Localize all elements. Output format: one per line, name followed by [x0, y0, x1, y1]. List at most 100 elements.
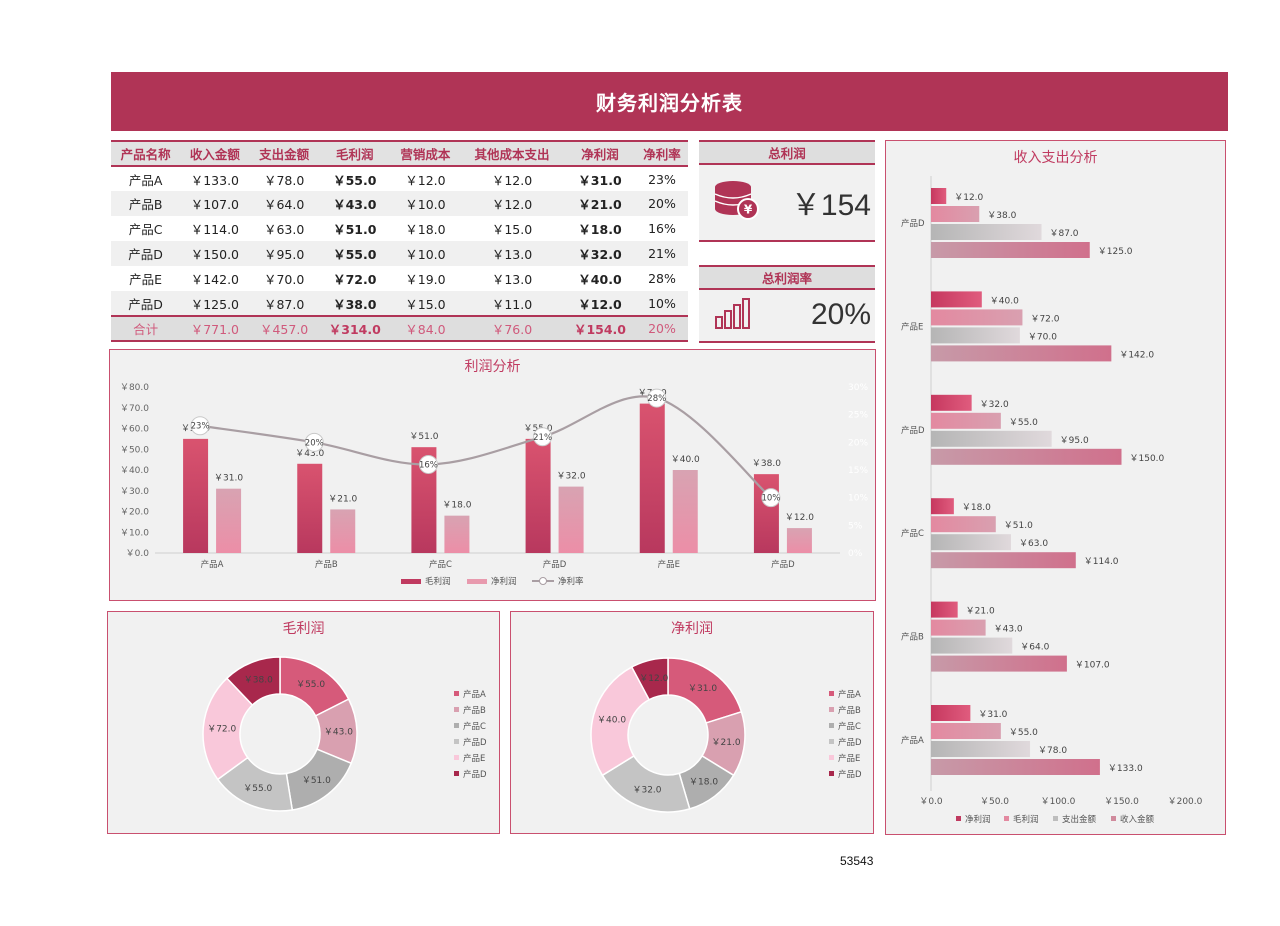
- bar-2: [931, 224, 1042, 240]
- net-margin-point: [647, 388, 667, 408]
- table-cell: ￥10.0: [390, 241, 461, 266]
- bar-label: ￥51.0: [1004, 521, 1033, 531]
- table-cell: ￥10.0: [390, 191, 461, 216]
- donut-slice: [590, 666, 651, 777]
- y-tick-label: 产品C: [901, 528, 924, 539]
- bar-3: [931, 242, 1090, 258]
- table-row: 产品C ￥114.0 ￥63.0 ￥51.0 ￥18.0 ￥15.0 ￥18.0 16%: [111, 216, 688, 241]
- bar-label: ￥21.0: [966, 607, 995, 617]
- legend-label: 产品D: [463, 737, 487, 748]
- legend-label: 净利率: [558, 576, 584, 587]
- legend-label: 产品A: [463, 689, 486, 700]
- bar-label: ￥95.0: [1060, 436, 1089, 446]
- slice-label: ￥72.0: [207, 725, 236, 735]
- legend-label: 产品A: [838, 689, 861, 700]
- legend-label: 净利润: [491, 576, 517, 587]
- net-margin-label: 23%: [191, 422, 210, 432]
- col-header: 净利率: [636, 140, 688, 167]
- table-cell: ￥78.0: [263, 172, 305, 188]
- x-tick-label: 产品D: [771, 559, 795, 570]
- table-cell: ￥21.0: [563, 191, 636, 216]
- income-expense-panel: 收入支出分析 ￥0.0 ￥50.0 ￥100.0 ￥150.0 ￥200.0 产品D ￥12…: [885, 140, 1226, 835]
- slice-label: ￥12.0: [639, 674, 668, 684]
- table-cell: ￥12.0: [405, 172, 446, 188]
- table-cell: ￥40.0: [578, 272, 622, 287]
- gross-profit-bar: [525, 438, 551, 553]
- table-cell: ￥43.0: [318, 191, 391, 216]
- svg-text:¥: ¥: [744, 202, 753, 216]
- net-margin-label: 10%: [761, 494, 780, 504]
- profit-rate-value: 20%: [810, 297, 871, 331]
- y-tick-label: 产品E: [901, 321, 923, 332]
- y-tick-label: ￥60.0: [120, 425, 149, 435]
- bar-0: [931, 498, 954, 515]
- net-profit-bar: [558, 486, 584, 553]
- legend-swatch: [829, 723, 834, 728]
- slice-label: ￥31.0: [688, 684, 717, 694]
- profit-table: 产品名称 收入金额 支出金额 毛利润 营销成本 其他成本支出 净利润 净利率 产…: [111, 140, 688, 342]
- slice-label: ￥55.0: [243, 784, 272, 794]
- table-cell: ￥125.0: [180, 291, 250, 316]
- bar-2: [931, 534, 1012, 551]
- y2-tick-label: 15%: [848, 466, 868, 476]
- legend-swatch: [1004, 816, 1009, 821]
- col-header: 收入金额: [180, 140, 250, 167]
- bar-label: ￥43.0: [994, 625, 1023, 635]
- slice-label: ￥40.0: [597, 716, 626, 726]
- gross-donut-chart: ￥55.0 ￥43.0 ￥51.0 ￥55.0 ￥72.0 ￥38.0 产品A 产品B 产品C 产…: [202, 656, 487, 812]
- bar-label: ￥55.0: [1009, 728, 1038, 738]
- legend-label: 毛利润: [1013, 814, 1039, 825]
- legend-swatch: [829, 771, 834, 776]
- y-tick-label: ￥50.0: [120, 445, 149, 455]
- legend-swatch: [454, 723, 459, 728]
- legend-swatch: [829, 739, 834, 744]
- table-cell: ￥107.0: [180, 191, 250, 216]
- table-total-row: 合计 ￥771.0 ￥457.0 ￥314.0 ￥84.0 ￥76.0 ￥154.0 20%: [111, 315, 688, 342]
- slice-label: ￥38.0: [244, 676, 273, 686]
- table-cell: ￥142.0: [190, 272, 240, 287]
- donut-slice: [225, 656, 281, 707]
- profit-chart-title: 利润分析: [464, 359, 521, 375]
- table-cell: ￥314.0: [318, 315, 391, 342]
- gross-profit-bar: [183, 438, 209, 553]
- col-header: 产品名称: [111, 140, 181, 167]
- bar-label: ￥63.0: [1019, 539, 1048, 549]
- bar-0: [931, 601, 958, 618]
- table-cell: ￥150.0: [180, 241, 250, 266]
- table-row: 产品D ￥150.0 ￥95.0 ￥55.0 ￥10.0 ￥13.0 ￥32.0 21%: [111, 241, 688, 266]
- page-title: 财务利润分析表: [111, 72, 1228, 131]
- table-cell: ￥70.0: [263, 272, 305, 287]
- bar-label: ￥72.0: [1030, 314, 1059, 324]
- table-cell: ￥18.0: [578, 222, 622, 237]
- legend-swatch: [454, 755, 459, 760]
- legend-swatch: [401, 579, 421, 584]
- table-cell: ￥64.0: [249, 191, 319, 216]
- y-tick-label: ￥20.0: [120, 508, 149, 518]
- x-tick-label: 产品D: [543, 559, 567, 570]
- table-cell: ￥133.0: [190, 172, 240, 188]
- table-cell: ￥771.0: [180, 315, 250, 342]
- table-cell: ￥38.0: [318, 291, 391, 316]
- total-profit-card: 总利润 ¥ ￥154: [699, 140, 875, 242]
- table-cell: ￥63.0: [263, 222, 305, 237]
- y-tick-label: 产品D: [901, 218, 925, 229]
- table-cell: ￥154.0: [563, 315, 636, 342]
- legend-swatch: [1111, 816, 1116, 821]
- y2-tick-label: 20%: [848, 438, 868, 448]
- bar-1: [931, 309, 1023, 326]
- legend-label: 产品D: [838, 737, 862, 748]
- bar-3: [931, 759, 1100, 775]
- y2-tick-label: 30%: [848, 383, 868, 393]
- net-profit-label: ￥18.0: [442, 501, 471, 511]
- slice-label: ￥21.0: [712, 738, 741, 748]
- profit-analysis-panel: 利润分析 ￥0.0 ￥10.0 ￥20.0 ￥30.0 ￥40.0 ￥50.0 ￥60.0 ￥…: [109, 349, 876, 601]
- slice-label: ￥32.0: [632, 786, 661, 796]
- table-cell: 21%: [636, 241, 688, 266]
- bar-label: ￥78.0: [1038, 746, 1067, 756]
- net-profit-bar: [444, 515, 470, 553]
- legend-swatch: [454, 707, 459, 712]
- table-cell: ￥12.0: [491, 172, 533, 188]
- legend-label: 产品B: [838, 705, 861, 716]
- x-tick-label: ￥200.0: [1168, 797, 1203, 807]
- bar-chart-icon: [713, 297, 753, 333]
